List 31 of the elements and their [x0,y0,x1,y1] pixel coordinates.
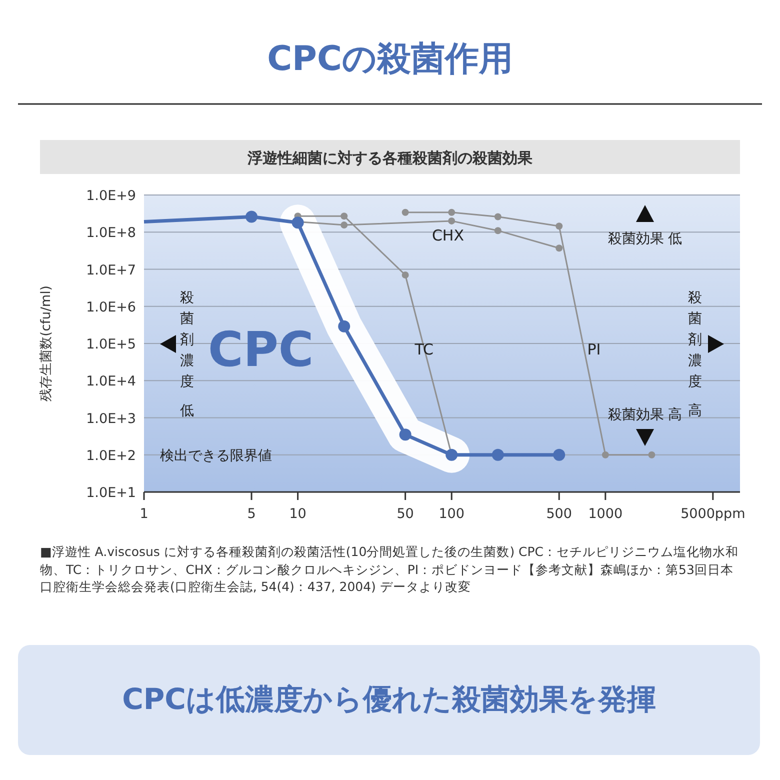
x-tick-label: 1 [140,506,148,522]
annotation: 殺菌剤濃度低 [180,290,194,419]
x-tick-label: 5 [247,506,256,522]
x-tick-label: 5000ppm [680,506,746,522]
annotation: 殺菌効果 高 [608,407,682,423]
y-tick-label: 1.0E+5 [86,336,136,352]
text: CPCは低濃度から優れた殺菌効果を発揮 [18,645,760,755]
annotation: 殺菌剤濃度高 [688,290,702,419]
series-label: TC [414,340,434,359]
x-tick-label: 10 [289,506,306,522]
y-tick-label: 1.0E+3 [86,410,136,427]
y-tick-label: 1.0E+1 [86,485,136,501]
y-tick-label: 1.0E+7 [86,262,136,278]
x-tick-label: 500 [546,506,572,522]
chart-title: CPCの殺菌作用 [267,39,513,79]
y-tick-label: 1.0E+8 [86,225,136,242]
y-tick-label: 1.0E+9 [86,188,136,204]
y-tick-label: 1.0E+2 [86,448,136,464]
y-axis-title: 残存生菌数(cfu/ml) [39,286,54,402]
x-tick-label: 100 [438,506,464,522]
series-label: CHX [432,226,464,244]
chart-subtitle: 浮遊性細菌に対する各種殺菌剤の殺菌効果 [246,149,534,167]
text: ■浮遊性 A.viscosus に対する各種殺菌剤の殺菌活性(10分間処置した後の生菌数) CPC：セチルピリジニウム塩化物水和物、TC：トリクロサン、CHX：グルコン酸クロルヘキシジン、PI：ポビドンヨード【参考文献】森嶋ほか：第53回日本口腔衛生学会総会発表(口腔衛生会誌, 54(4)：437, 2004) データより改変 [40,543,740,596]
x-tick-label: 50 [396,506,414,522]
annotation: 検出できる限界値 [160,448,272,464]
y-tick-label: 1.0E+6 [86,299,136,316]
series-label: PI [587,340,601,359]
annotation: 殺菌効果 低 [608,231,682,247]
x-tick-label: 1000 [588,506,623,522]
y-tick-label: 1.0E+4 [86,374,136,390]
series-label: CPC [208,322,314,378]
